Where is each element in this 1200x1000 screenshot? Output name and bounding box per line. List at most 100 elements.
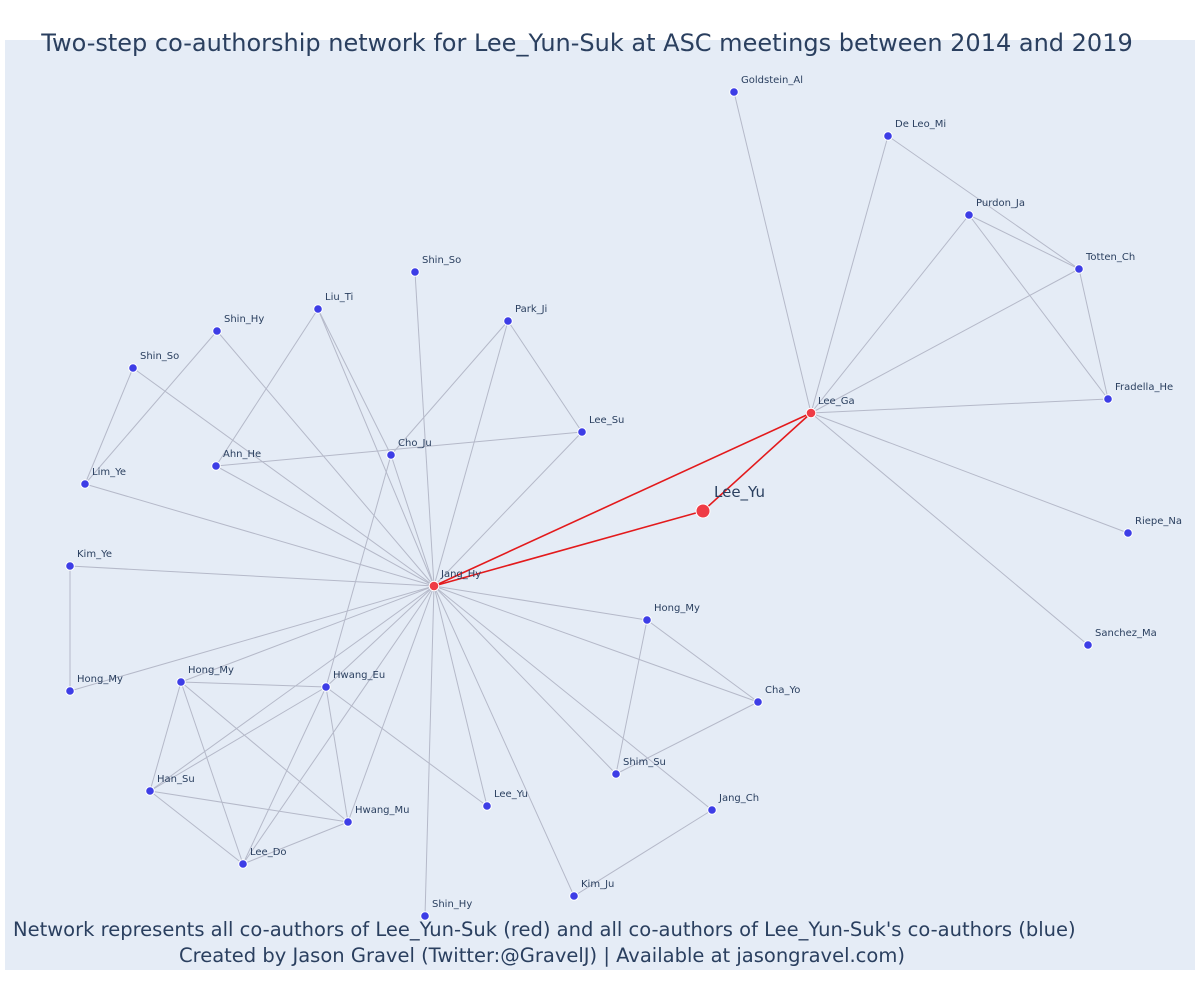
edge-lee_ga-fradella_he xyxy=(810,398,1109,414)
node-shim_su[interactable] xyxy=(611,769,621,779)
node-shin_so_left[interactable] xyxy=(128,363,138,373)
node-purdon_ja[interactable] xyxy=(964,210,974,220)
node-hong_my_left[interactable] xyxy=(65,686,75,696)
node-label-lee_ga: Lee_Ga xyxy=(818,396,855,407)
node-cho_ju[interactable] xyxy=(386,450,396,460)
edge-jang_hy-shin_hy_bottom xyxy=(424,585,435,917)
edge-hwang_eu-hwang_mu xyxy=(325,686,349,823)
node-label-goldstein_al: Goldstein_Al xyxy=(741,75,803,86)
edge-center-lee_ga xyxy=(702,412,812,512)
node-label-han_su: Han_Su xyxy=(157,774,195,785)
edge-park_ji-lee_su xyxy=(507,320,583,433)
node-goldstein_al[interactable] xyxy=(729,87,739,97)
edge-han_su-hwang_mu xyxy=(149,790,349,823)
edge-purdon_ja-fradella_he xyxy=(968,214,1109,400)
edge-hwang_mu-lee_do xyxy=(242,821,349,865)
node-label-purdon_ja: Purdon_Ja xyxy=(976,198,1025,209)
node-label-hwang_eu: Hwang_Eu xyxy=(333,670,385,681)
edge-center-jang_hy xyxy=(433,510,704,587)
node-totten_ch[interactable] xyxy=(1074,264,1084,274)
edge-jang_hy-shim_su xyxy=(433,585,617,775)
node-label-shin_hy_bottom: Shin_Hy xyxy=(432,899,472,910)
edge-jang_hy-hong_my_mid xyxy=(180,585,435,683)
edge-deleo_mi-totten_ch xyxy=(887,135,1080,270)
edge-hwang_eu-lee_do xyxy=(242,686,327,865)
node-liu_ti[interactable] xyxy=(313,304,323,314)
edge-hong_my_mid-lee_do xyxy=(180,681,244,865)
edge-jang_hy-lee_yu_small xyxy=(433,585,488,807)
node-shin_hy_bottom[interactable] xyxy=(420,911,430,921)
edge-jang_hy-hong_my_left xyxy=(69,585,435,692)
node-label-center: Lee_Yu xyxy=(714,483,765,502)
node-cha_yo[interactable] xyxy=(753,697,763,707)
node-label-jang_ch: Jang_Ch xyxy=(718,793,759,804)
node-label-liu_ti: Liu_Ti xyxy=(325,292,353,303)
node-hwang_eu[interactable] xyxy=(321,682,331,692)
node-kim_ju[interactable] xyxy=(569,891,579,901)
node-label-shin_so_top: Shin_So xyxy=(422,255,461,266)
edge-hong_my_right-shim_su xyxy=(615,619,648,775)
node-label-hong_my_left: Hong_My xyxy=(77,674,123,685)
edge-liu_ti-cho_ju xyxy=(317,308,392,456)
edge-jang_hy-park_ji xyxy=(433,320,509,587)
edge-hwang_eu-han_su xyxy=(149,686,327,792)
node-lee_su[interactable] xyxy=(577,427,587,437)
node-kim_ye[interactable] xyxy=(65,561,75,571)
edge-jang_hy-ahn_he xyxy=(215,465,435,587)
node-jang_hy[interactable] xyxy=(428,580,440,592)
edge-shin_hy_top-lim_ye xyxy=(84,330,218,485)
edge-jang_hy-lim_ye xyxy=(84,483,435,587)
node-jang_ch[interactable] xyxy=(707,805,717,815)
edge-ahn_he-lee_su xyxy=(215,431,583,467)
node-lim_ye[interactable] xyxy=(80,479,90,489)
edge-jang_hy-liu_ti xyxy=(317,308,435,587)
edge-liu_ti-ahn_he xyxy=(215,308,319,467)
node-center[interactable] xyxy=(695,503,711,519)
node-label-ahn_he: Ahn_He xyxy=(223,449,261,460)
node-label-shim_su: Shim_Su xyxy=(623,757,666,768)
edge-kim_ju-jang_ch xyxy=(573,809,713,897)
node-deleo_mi[interactable] xyxy=(883,131,893,141)
edge-jang_hy-lee_ga xyxy=(433,412,812,587)
node-lee_do[interactable] xyxy=(238,859,248,869)
node-lee_ga[interactable] xyxy=(805,407,817,419)
edge-jang_hy-shin_so_left xyxy=(132,367,435,587)
node-label-lim_ye: Lim_Ye xyxy=(92,467,126,478)
edge-hong_my_mid-han_su xyxy=(149,681,182,792)
edge-cho_ju-hwang_eu xyxy=(325,454,392,688)
node-label-kim_ju: Kim_Ju xyxy=(581,879,614,890)
edge-totten_ch-fradella_he xyxy=(1078,268,1109,400)
figure-title: Two-step co-authorship network for Lee_Y… xyxy=(41,29,1133,57)
edge-hong_my_mid-hwang_eu xyxy=(180,681,327,688)
node-lee_yu_small[interactable] xyxy=(482,801,492,811)
node-fradella_he[interactable] xyxy=(1103,394,1113,404)
node-hong_my_right[interactable] xyxy=(642,615,652,625)
node-shin_so_top[interactable] xyxy=(410,267,420,277)
node-label-kim_ye: Kim_Ye xyxy=(77,549,112,560)
node-label-sanchez_ma: Sanchez_Ma xyxy=(1095,628,1157,639)
node-label-lee_do: Lee_Do xyxy=(250,847,287,858)
edge-jang_hy-lee_do xyxy=(242,585,435,865)
node-hong_my_mid[interactable] xyxy=(176,677,186,687)
node-hwang_mu[interactable] xyxy=(343,817,353,827)
node-layer xyxy=(65,87,1133,921)
edge-jang_hy-kim_ju xyxy=(433,585,575,897)
node-shin_hy_top[interactable] xyxy=(212,326,222,336)
node-label-shin_so_left: Shin_So xyxy=(140,351,179,362)
node-label-fradella_he: Fradella_He xyxy=(1115,382,1173,393)
edge-jang_hy-han_su xyxy=(149,585,435,792)
edge-hong_my_mid-hwang_mu xyxy=(180,681,349,823)
node-label-jang_hy: Jang_Hy xyxy=(440,569,481,580)
edge-lee_ga-goldstein_al xyxy=(733,91,812,414)
node-park_ji[interactable] xyxy=(503,316,513,326)
node-label-totten_ch: Totten_Ch xyxy=(1085,252,1135,263)
node-han_su[interactable] xyxy=(145,786,155,796)
node-sanchez_ma[interactable] xyxy=(1083,640,1093,650)
node-ahn_he[interactable] xyxy=(211,461,221,471)
edge-layer xyxy=(69,91,1129,917)
edge-lee_ga-deleo_mi xyxy=(810,135,889,414)
node-riepe_na[interactable] xyxy=(1123,528,1133,538)
edge-jang_hy-hwang_mu xyxy=(347,585,435,823)
edge-jang_hy-hwang_eu xyxy=(325,585,435,688)
